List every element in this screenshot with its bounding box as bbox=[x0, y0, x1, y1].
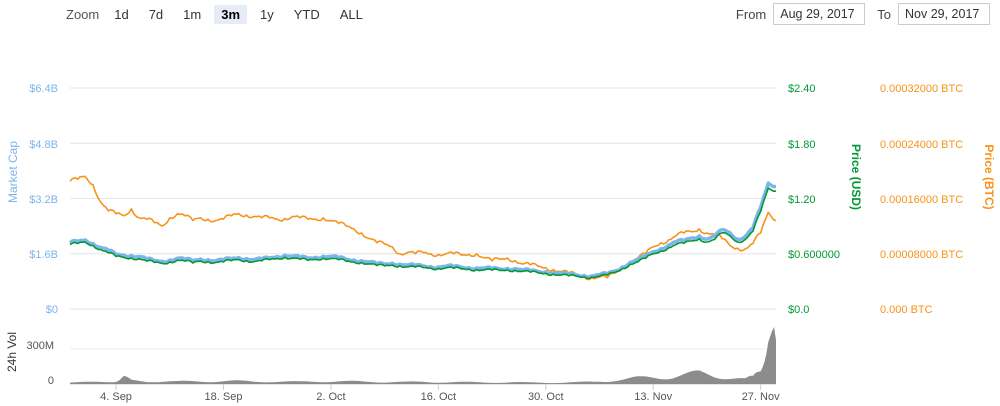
usd-axis-title: Price (USD) bbox=[849, 144, 863, 210]
usd-tick-label: $2.40 bbox=[788, 83, 816, 95]
vol-tick-label: 300M bbox=[26, 340, 54, 352]
series-volume bbox=[70, 327, 776, 384]
zoom-label: Zoom bbox=[66, 6, 100, 22]
from-date-input[interactable]: Aug 29, 2017 bbox=[773, 3, 866, 25]
x-axis: 4. Sep 18. Sep 2. Oct 16. Oct 30. Oct 13. Nov… bbox=[100, 384, 780, 403]
mcap-tick-label: $3.2B bbox=[29, 194, 58, 206]
zoom-bar: Zoom 1d 7d 1m 3m 1y YTD ALL bbox=[66, 4, 376, 24]
usd-tick-label: $0.600000 bbox=[788, 249, 840, 261]
price-usd-axis: $2.40 $1.80 $1.20 $0.600000 $0.0 Price (… bbox=[788, 83, 863, 316]
market-cap-axis: $6.4B $4.8B $3.2B $1.6B $0 Market Cap bbox=[6, 83, 58, 316]
usd-tick-label: $1.80 bbox=[788, 139, 816, 151]
mcap-tick-label: $1.6B bbox=[29, 249, 58, 261]
btc-tick-label: 0.00016000 BTC bbox=[880, 194, 963, 206]
x-tick-label: 27. Nov bbox=[742, 391, 780, 403]
btc-axis-title: Price (BTC) bbox=[982, 144, 996, 209]
vol-axis-title: 24h Vol bbox=[5, 332, 19, 372]
x-tick-label: 30. Oct bbox=[528, 391, 563, 403]
x-tick-label: 13. Nov bbox=[634, 391, 672, 403]
zoom-1d-button[interactable]: 1d bbox=[114, 6, 129, 22]
mcap-axis-title: Market Cap bbox=[6, 141, 20, 203]
zoom-all-button[interactable]: ALL bbox=[339, 6, 363, 22]
vol-tick-label: 0 bbox=[48, 375, 54, 387]
zoom-ytd-button[interactable]: YTD bbox=[293, 6, 320, 22]
series-price-usd bbox=[69, 187, 777, 280]
date-range-bar: From Aug 29, 2017 To Nov 29, 2017 bbox=[724, 3, 990, 25]
x-tick-label: 2. Oct bbox=[316, 391, 345, 403]
to-label: To bbox=[877, 6, 891, 22]
x-tick-label: 4. Sep bbox=[100, 391, 132, 403]
zoom-1m-button[interactable]: 1m bbox=[183, 6, 202, 22]
btc-tick-label: 0.00024000 BTC bbox=[880, 139, 963, 151]
btc-tick-label: 0.00032000 BTC bbox=[880, 83, 963, 95]
mcap-tick-label: $6.4B bbox=[29, 83, 58, 95]
zoom-3m-button[interactable]: 3m bbox=[214, 4, 248, 24]
usd-tick-label: $1.20 bbox=[788, 194, 816, 206]
price-btc-axis: 0.00032000 BTC 0.00024000 BTC 0.00016000… bbox=[880, 83, 996, 316]
series-market-cap bbox=[68, 181, 777, 279]
series-lines bbox=[68, 175, 777, 384]
series-price-btc bbox=[69, 175, 777, 281]
volume-axis: 300M 0 24h Vol bbox=[5, 332, 54, 387]
from-label: From bbox=[735, 6, 767, 22]
zoom-7d-button[interactable]: 7d bbox=[148, 6, 164, 22]
mcap-tick-label: $0 bbox=[46, 304, 58, 316]
x-tick-label: 16. Oct bbox=[421, 391, 456, 403]
x-tick-label: 18. Sep bbox=[205, 391, 243, 403]
mcap-tick-label: $4.8B bbox=[29, 139, 58, 151]
btc-tick-label: 0.000 BTC bbox=[880, 304, 933, 316]
grid-lines bbox=[70, 87, 776, 385]
to-date-input[interactable]: Nov 29, 2017 bbox=[898, 3, 990, 25]
btc-tick-label: 0.00008000 BTC bbox=[880, 249, 963, 261]
zoom-1y-button[interactable]: 1y bbox=[260, 6, 274, 22]
usd-tick-label: $0.0 bbox=[788, 304, 809, 316]
